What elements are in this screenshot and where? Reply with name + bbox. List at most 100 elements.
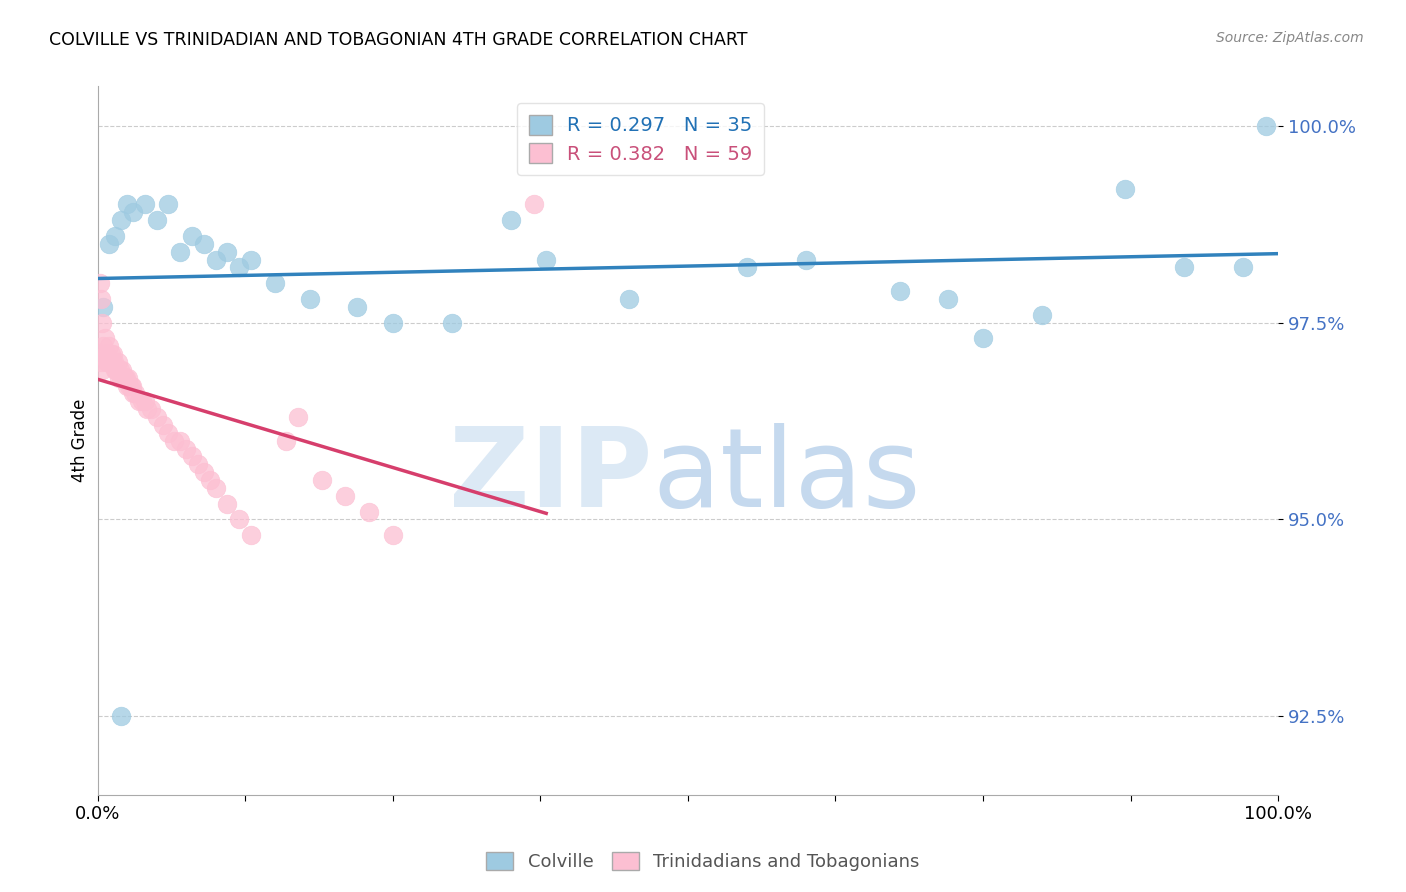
Point: [108, 363, 131, 377]
Point: [240, 528, 263, 542]
Point: [105, 363, 128, 377]
Point: [193, 465, 215, 479]
Point: [90, 355, 112, 369]
Point: [89, 277, 111, 291]
Point: [534, 252, 557, 267]
Point: [100, 355, 122, 369]
Point: [287, 410, 309, 425]
Point: [169, 244, 191, 259]
Point: [90, 292, 112, 306]
Text: atlas: atlas: [652, 423, 921, 530]
Point: [111, 363, 134, 377]
Point: [217, 244, 239, 259]
Point: [115, 370, 138, 384]
Point: [1114, 182, 1136, 196]
Point: [118, 378, 141, 392]
Point: [97, 355, 120, 369]
Point: [523, 197, 546, 211]
Point: [108, 370, 131, 384]
Point: [1031, 308, 1053, 322]
Point: [381, 528, 404, 542]
Point: [112, 370, 135, 384]
Point: [134, 394, 156, 409]
Point: [193, 236, 215, 251]
Point: [100, 347, 122, 361]
Point: [794, 252, 817, 267]
Point: [311, 473, 333, 487]
Point: [136, 402, 159, 417]
Point: [617, 292, 640, 306]
Text: ZIP: ZIP: [449, 423, 652, 530]
Point: [972, 331, 994, 345]
Point: [145, 213, 167, 227]
Text: Source: ZipAtlas.com: Source: ZipAtlas.com: [1216, 31, 1364, 45]
Point: [121, 378, 143, 392]
Point: [276, 434, 298, 448]
Point: [122, 386, 145, 401]
Point: [335, 489, 357, 503]
Point: [263, 277, 285, 291]
Point: [240, 252, 263, 267]
Point: [181, 229, 204, 244]
Point: [157, 425, 180, 440]
Point: [187, 458, 209, 472]
Point: [169, 434, 191, 448]
Point: [114, 370, 136, 384]
Point: [204, 481, 226, 495]
Point: [104, 363, 127, 377]
Point: [91, 316, 114, 330]
Point: [115, 197, 138, 211]
Legend: R = 0.297   N = 35, R = 0.382   N = 59: R = 0.297 N = 35, R = 0.382 N = 59: [517, 103, 765, 176]
Point: [98, 339, 121, 353]
Text: COLVILLE VS TRINIDADIAN AND TOBAGONIAN 4TH GRADE CORRELATION CHART: COLVILLE VS TRINIDADIAN AND TOBAGONIAN 4…: [49, 31, 748, 49]
Point: [115, 378, 138, 392]
Point: [936, 292, 959, 306]
Point: [110, 213, 132, 227]
Point: [96, 355, 118, 369]
Point: [735, 260, 758, 275]
Point: [299, 292, 322, 306]
Point: [198, 473, 221, 487]
Point: [131, 394, 153, 409]
Y-axis label: 4th Grade: 4th Grade: [72, 399, 89, 483]
Point: [381, 316, 404, 330]
Point: [181, 450, 204, 464]
Point: [120, 378, 142, 392]
Point: [104, 229, 127, 244]
Point: [91, 363, 114, 377]
Point: [93, 339, 115, 353]
Point: [110, 709, 132, 723]
Point: [174, 442, 197, 456]
Point: [1232, 260, 1254, 275]
Point: [139, 402, 162, 417]
Point: [94, 347, 117, 361]
Point: [228, 260, 250, 275]
Point: [101, 347, 124, 361]
Point: [93, 331, 115, 345]
Point: [134, 197, 156, 211]
Point: [107, 355, 129, 369]
Point: [152, 417, 174, 432]
Point: [1256, 119, 1278, 133]
Legend: Colville, Trinidadians and Tobagonians: Colville, Trinidadians and Tobagonians: [479, 845, 927, 879]
Point: [145, 410, 167, 425]
Point: [499, 213, 522, 227]
Point: [128, 394, 150, 409]
Point: [122, 205, 145, 219]
Point: [440, 316, 463, 330]
Point: [889, 284, 911, 298]
Point: [359, 505, 381, 519]
Point: [1173, 260, 1195, 275]
Point: [124, 386, 146, 401]
Point: [98, 236, 121, 251]
Point: [217, 497, 239, 511]
Point: [93, 300, 115, 314]
Point: [117, 370, 139, 384]
Point: [89, 347, 111, 361]
Point: [157, 197, 180, 211]
Point: [204, 252, 226, 267]
Point: [110, 370, 132, 384]
Point: [163, 434, 186, 448]
Point: [346, 300, 368, 314]
Point: [103, 355, 125, 369]
